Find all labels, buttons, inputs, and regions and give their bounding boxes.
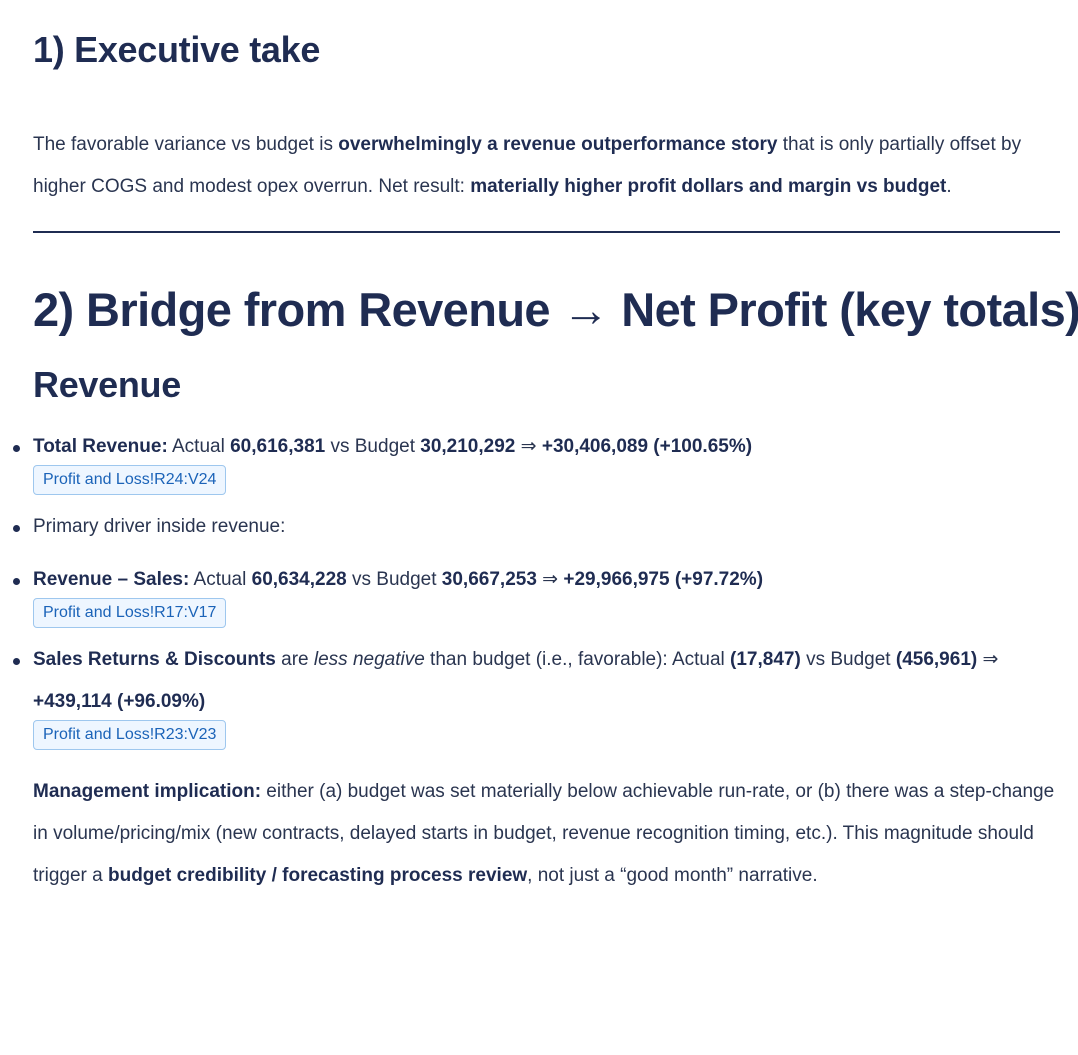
bold-text: materially higher profit dollars and mar… xyxy=(470,176,947,197)
bullet-text: Primary driver inside revenue: xyxy=(33,516,286,537)
cell-reference-chip[interactable]: Profit and Loss!R17:V17 xyxy=(33,598,227,628)
variance-value: +29,966,975 (+97.72%) xyxy=(563,569,764,590)
text-run: , not just a “good month” narrative. xyxy=(527,865,818,886)
budget-value: 30,667,253 xyxy=(441,569,537,590)
text-run: ⇒ xyxy=(536,569,564,590)
text-run: The favorable variance vs budget is xyxy=(33,134,339,155)
section-divider xyxy=(33,231,1060,233)
revenue-subheading: Revenue xyxy=(33,364,181,405)
text-run: vs Budget xyxy=(800,649,896,670)
section-2-title: 2) Bridge from Revenue → Net Profit (key… xyxy=(33,283,1078,336)
bold-text: budget credibility / forecasting process… xyxy=(107,865,528,886)
text-run: vs Budget xyxy=(325,436,421,457)
text-run: . xyxy=(946,176,952,197)
list-item-sales-returns: Sales Returns & Discounts are less negat… xyxy=(13,639,1060,750)
budget-value: 30,210,292 xyxy=(420,436,516,457)
management-implication-paragraph: Management implication: either (a) budge… xyxy=(33,771,1060,897)
bullet-text: Sales Returns & Discounts are less negat… xyxy=(33,639,1060,723)
budget-value: (456,961) xyxy=(895,649,978,670)
text-run: ⇒ xyxy=(977,649,999,670)
actual-value: 60,634,228 xyxy=(251,569,347,590)
section-1-title: 1) Executive take xyxy=(33,29,321,70)
bullet-text: Total Revenue: Actual 60,616,381 vs Budg… xyxy=(33,426,1060,468)
cell-reference-chip[interactable]: Profit and Loss!R24:V24 xyxy=(33,465,227,495)
text-run: Actual xyxy=(189,569,252,590)
list-item-revenue-sales: Revenue – Sales: Actual 60,634,228 vs Bu… xyxy=(13,559,1060,628)
actual-value: (17,847) xyxy=(730,649,801,670)
revenue-bullet-list: Total Revenue: Actual 60,616,381 vs Budg… xyxy=(13,426,1060,750)
text-run: either (a) budget was set materially bel… xyxy=(33,781,1055,886)
text-run: that is only partially offset by higher … xyxy=(33,134,1022,197)
text-run: ⇒ xyxy=(515,436,542,457)
variance-value: +30,406,089 (+100.65%) xyxy=(541,436,753,457)
cell-reference-chip[interactable]: Profit and Loss!R23:V23 xyxy=(33,720,227,750)
list-item-primary-driver: Primary driver inside revenue: xyxy=(13,506,1060,548)
document: 1) Executive take The favorable variance… xyxy=(13,29,1078,897)
bullet-label: Total Revenue: xyxy=(33,436,168,457)
text-run: than budget (i.e., favorable): Actual xyxy=(424,649,731,670)
bullet-text: Revenue – Sales: Actual 60,634,228 vs Bu… xyxy=(33,559,1060,601)
variance-value: +439,114 (+96.09%) xyxy=(33,691,206,712)
bullet-label: Sales Returns & Discounts xyxy=(33,649,276,670)
emphasis-text: less negative xyxy=(313,649,425,670)
actual-value: 60,616,381 xyxy=(230,436,326,457)
executive-summary-paragraph: The favorable variance vs budget is over… xyxy=(33,124,1060,208)
text-run: vs Budget xyxy=(346,569,442,590)
bold-text: overwhelmingly a revenue outperformance … xyxy=(338,134,778,155)
list-item-total-revenue: Total Revenue: Actual 60,616,381 vs Budg… xyxy=(13,426,1060,495)
text-run: are xyxy=(275,649,314,670)
text-run: Actual xyxy=(167,436,231,457)
bullet-label: Revenue – Sales: xyxy=(33,569,190,590)
bold-text: Management implication: xyxy=(33,781,262,802)
